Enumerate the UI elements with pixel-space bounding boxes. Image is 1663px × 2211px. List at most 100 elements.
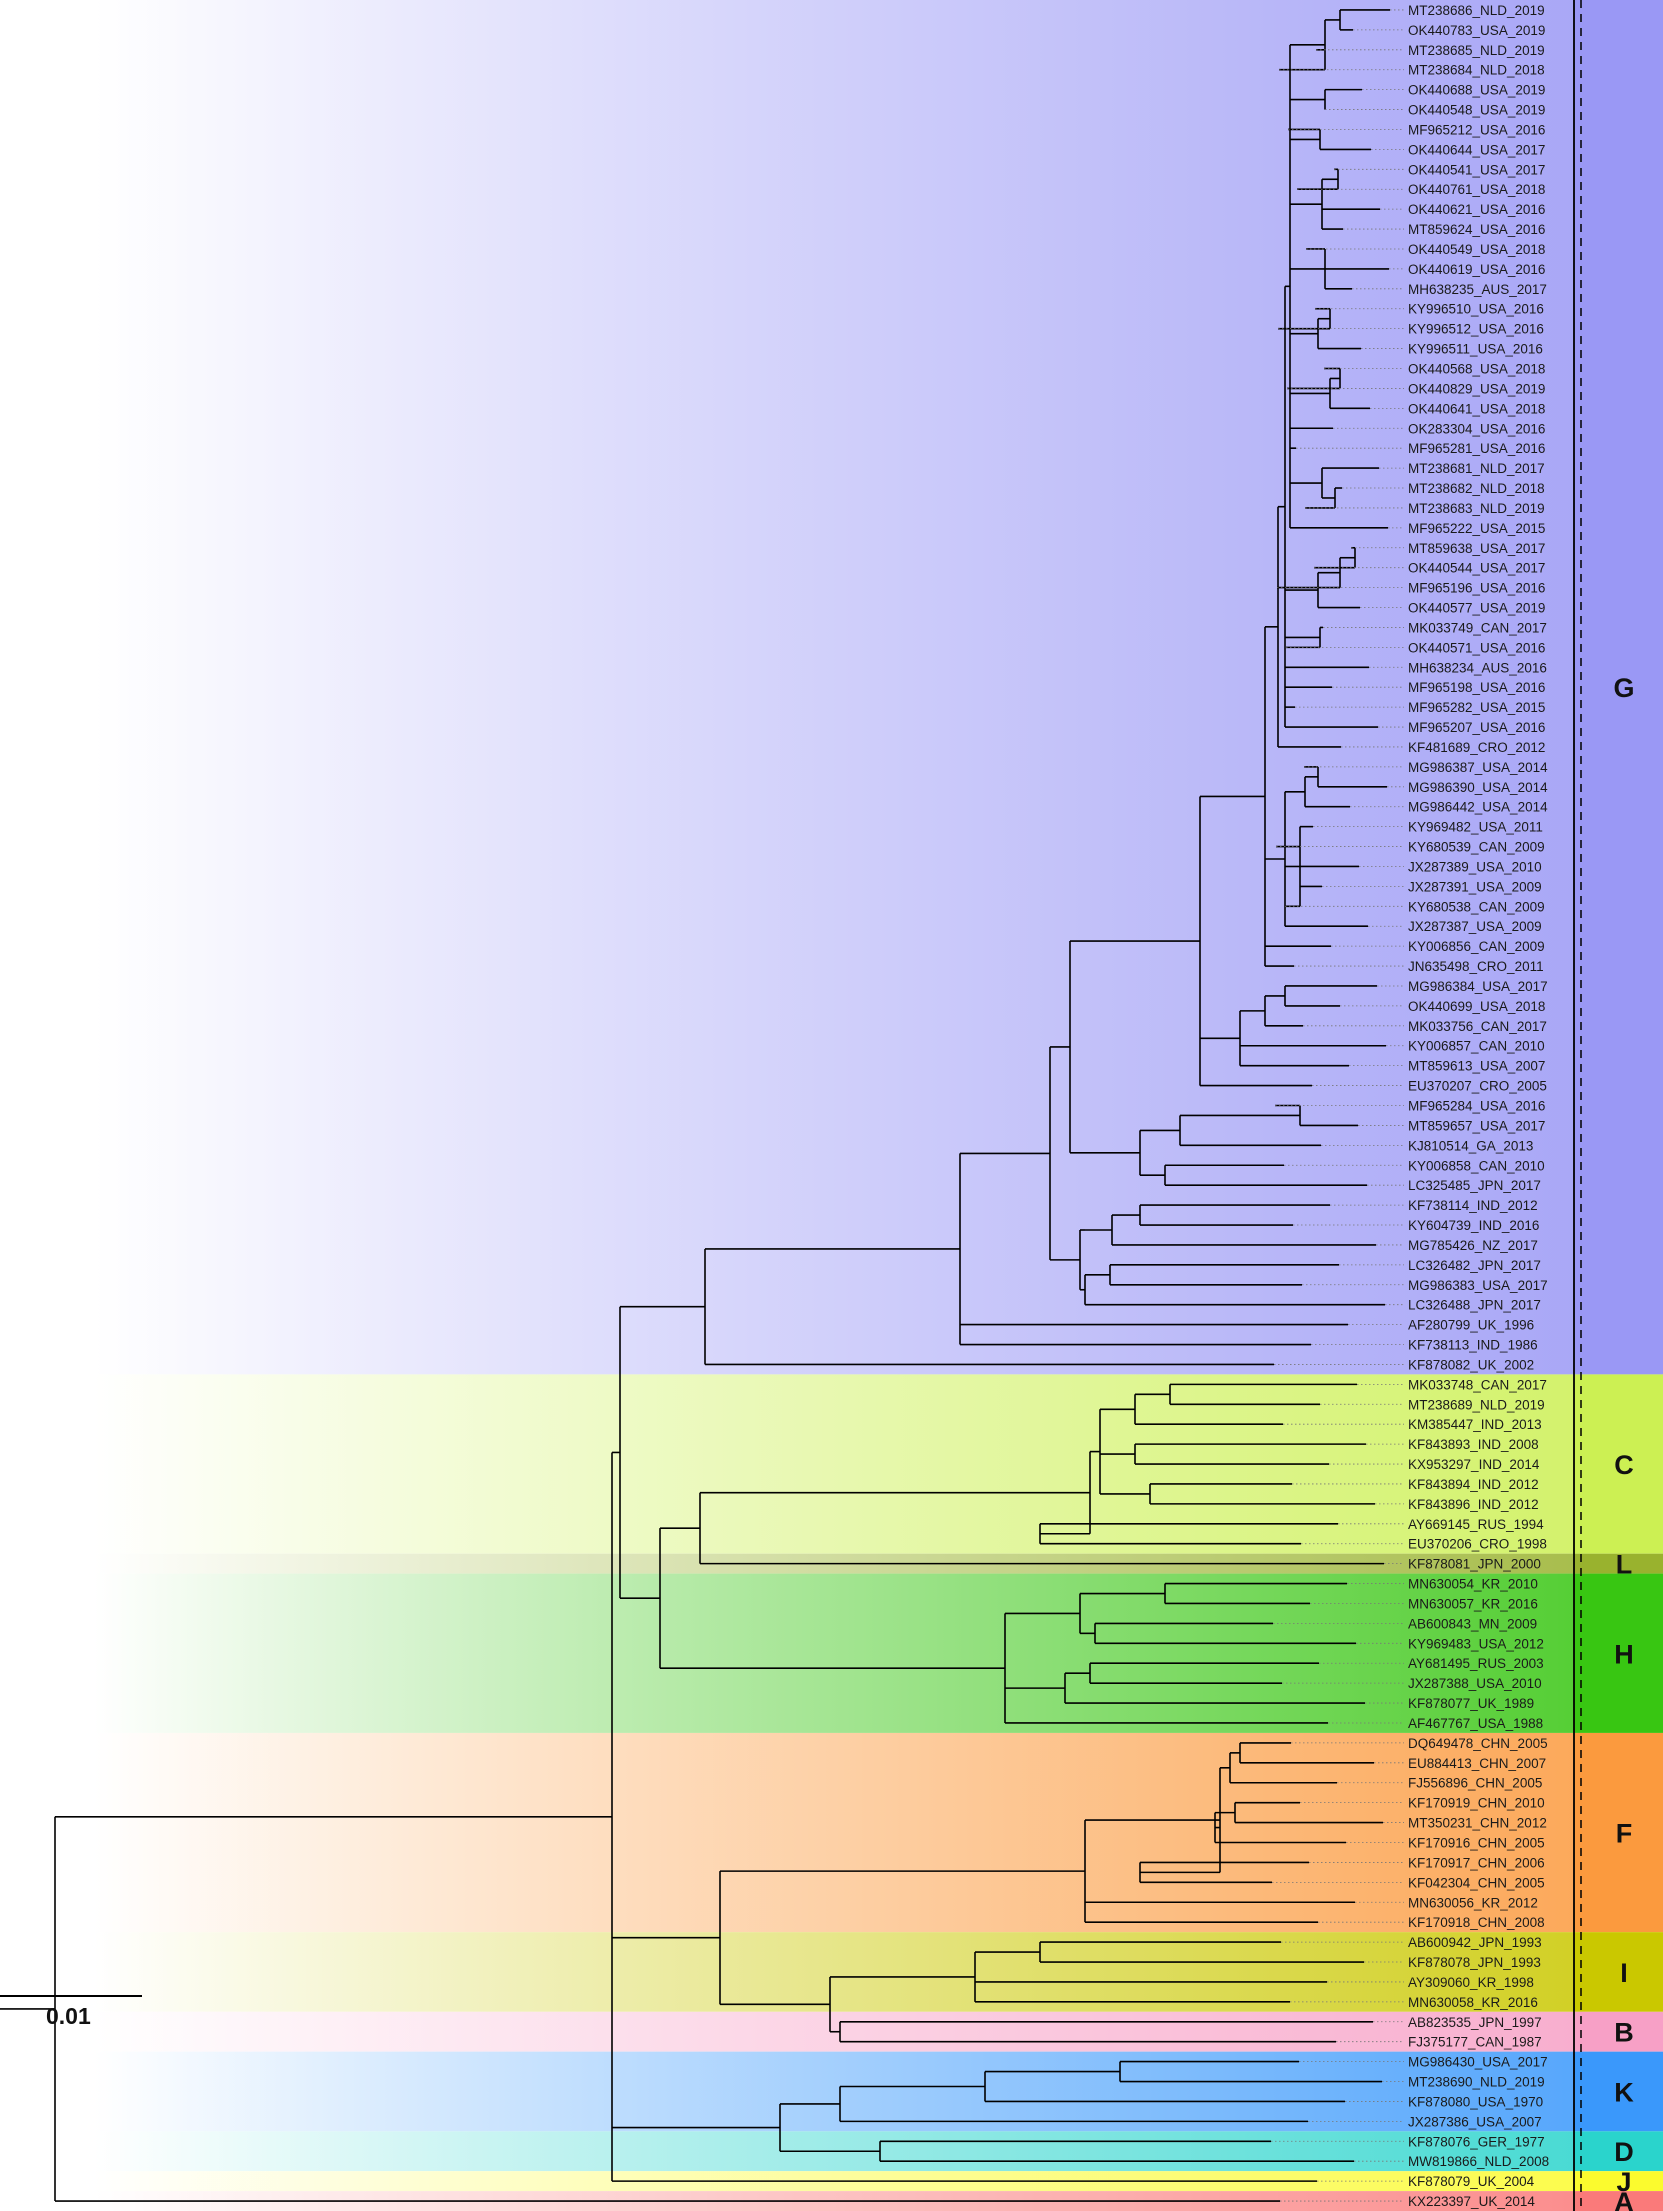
leaf-label: DQ649478_CHN_2005 bbox=[1408, 1736, 1548, 1751]
clade-label-f: F bbox=[1616, 1819, 1633, 1849]
leaf-label: MF965212_USA_2016 bbox=[1408, 122, 1545, 137]
leaf-label: KF170918_CHN_2008 bbox=[1408, 1915, 1545, 1930]
leaf-label: MT859638_USA_2017 bbox=[1408, 541, 1545, 556]
leaf-label: MF965207_USA_2016 bbox=[1408, 720, 1545, 735]
leaf-label: LC325485_JPN_2017 bbox=[1408, 1178, 1541, 1193]
leaf-label: KF878082_UK_2002 bbox=[1408, 1357, 1534, 1372]
leaf-label: KF843896_IND_2012 bbox=[1408, 1497, 1539, 1512]
leaf-label: KF170916_CHN_2005 bbox=[1408, 1836, 1545, 1851]
leaf-label: KY006857_CAN_2010 bbox=[1408, 1039, 1545, 1054]
leaf-label: LC326488_JPN_2017 bbox=[1408, 1298, 1541, 1313]
leaf-label: KY969482_USA_2011 bbox=[1408, 820, 1543, 835]
leaf-label: FJ375177_CAN_1987 bbox=[1408, 2035, 1542, 2050]
leaf-label: MF965222_USA_2015 bbox=[1408, 521, 1545, 536]
clade-label-d: D bbox=[1614, 2137, 1634, 2167]
leaf-guides bbox=[1271, 9, 1404, 2202]
clade-strip-f bbox=[1574, 1732, 1663, 1933]
leaf-label: OK440644_USA_2017 bbox=[1408, 142, 1545, 157]
leaf-label: EU370207_CRO_2005 bbox=[1408, 1079, 1547, 1094]
clade-label-j: J bbox=[1616, 2167, 1631, 2197]
leaf-label: KF843893_IND_2008 bbox=[1408, 1437, 1539, 1452]
leaf-label: MW819866_NLD_2008 bbox=[1408, 2154, 1549, 2169]
tree-branches bbox=[0, 9, 1390, 2202]
leaf-label: KY996511_USA_2016 bbox=[1408, 342, 1543, 357]
clade-band-k bbox=[0, 2051, 1574, 2132]
leaf-label: OK440621_USA_2016 bbox=[1408, 202, 1545, 217]
leaf-label: AB600843_MN_2009 bbox=[1408, 1616, 1537, 1631]
leaf-label: KY680538_CAN_2009 bbox=[1408, 899, 1545, 914]
leaf-label: MT238685_NLD_2019 bbox=[1408, 43, 1545, 58]
leaf-label: MT859624_USA_2016 bbox=[1408, 222, 1545, 237]
clade-strip-h bbox=[1574, 1573, 1663, 1733]
leaf-label: OK440783_USA_2019 bbox=[1408, 23, 1545, 38]
clade-label-g: G bbox=[1613, 673, 1634, 703]
leaf-label: KF878079_UK_2004 bbox=[1408, 2174, 1535, 2189]
leaf-label: MH638235_AUS_2017 bbox=[1408, 282, 1547, 297]
clade-band-i bbox=[0, 1932, 1574, 2012]
leaf-label: OK440544_USA_2017 bbox=[1408, 561, 1545, 576]
leaf-label: MG986387_USA_2014 bbox=[1408, 760, 1548, 775]
leaf-label: KF878076_GER_1977 bbox=[1408, 2134, 1545, 2149]
leaf-label: JX287389_USA_2010 bbox=[1408, 859, 1542, 874]
leaf-label: MT238689_NLD_2019 bbox=[1408, 1397, 1545, 1412]
leaf-label: AB823535_JPN_1997 bbox=[1408, 2015, 1542, 2030]
leaf-label: MG986383_USA_2017 bbox=[1408, 1278, 1548, 1293]
leaf-label: MG986384_USA_2017 bbox=[1408, 979, 1548, 994]
leaf-label: MF965284_USA_2016 bbox=[1408, 1099, 1545, 1114]
leaf-label: OK283304_USA_2016 bbox=[1408, 421, 1545, 436]
leaf-label: KF878081_JPN_2000 bbox=[1408, 1557, 1541, 1572]
scale-bar-label: 0.01 bbox=[46, 2003, 91, 2029]
leaf-label: MN630054_KR_2010 bbox=[1408, 1577, 1538, 1592]
leaf-label: MF965198_USA_2016 bbox=[1408, 680, 1545, 695]
scale-bar: 0.01 bbox=[0, 1995, 142, 2029]
leaf-label: AF467767_USA_1988 bbox=[1408, 1716, 1543, 1731]
leaf-label: OK440641_USA_2018 bbox=[1408, 401, 1545, 416]
leaf-label: MT238683_NLD_2019 bbox=[1408, 501, 1545, 516]
leaf-label: OK440571_USA_2016 bbox=[1408, 640, 1545, 655]
clade-strip-g bbox=[1574, 0, 1663, 1375]
leaf-label: KF170917_CHN_2006 bbox=[1408, 1855, 1545, 1870]
leaf-label: MT238684_NLD_2018 bbox=[1408, 63, 1545, 78]
clade-strip-c bbox=[1574, 1374, 1663, 1554]
leaf-label: MF965281_USA_2016 bbox=[1408, 441, 1545, 456]
leaf-label: AY669145_RUS_1994 bbox=[1408, 1517, 1544, 1532]
leaf-label: FJ556896_CHN_2005 bbox=[1408, 1776, 1542, 1791]
leaf-label: MN630058_KR_2016 bbox=[1408, 1995, 1538, 2010]
leaf-label: AF280799_UK_1996 bbox=[1408, 1318, 1534, 1333]
clade-band-g bbox=[0, 0, 1574, 1375]
clade-strip-d bbox=[1574, 2131, 1663, 2172]
leaf-label: JN635498_CRO_2011 bbox=[1408, 959, 1544, 974]
clade-strip-j bbox=[1574, 2171, 1663, 2192]
leaf-label: MT238681_NLD_2017 bbox=[1408, 461, 1545, 476]
leaf-label: MT859657_USA_2017 bbox=[1408, 1118, 1545, 1133]
clade-label-c: C bbox=[1614, 1450, 1634, 1480]
leaf-label: OK440829_USA_2019 bbox=[1408, 381, 1545, 396]
leaf-label: KX223397_UK_2014 bbox=[1408, 2194, 1535, 2209]
leaf-label: KF170919_CHN_2010 bbox=[1408, 1796, 1545, 1811]
leaf-label: MN630057_KR_2016 bbox=[1408, 1596, 1538, 1611]
leaf-label: KF738114_IND_2012 bbox=[1408, 1198, 1538, 1213]
leaf-label: MF965196_USA_2016 bbox=[1408, 581, 1545, 596]
leaf-label: OK440619_USA_2016 bbox=[1408, 262, 1545, 277]
leaf-label: MK033749_CAN_2017 bbox=[1408, 620, 1547, 635]
leaf-label: KF843894_IND_2012 bbox=[1408, 1477, 1539, 1492]
leaf-label: KY996510_USA_2016 bbox=[1408, 302, 1544, 317]
leaf-label: MT350231_CHN_2012 bbox=[1408, 1816, 1547, 1831]
leaf-label: KX953297_IND_2014 bbox=[1408, 1457, 1540, 1472]
clade-strip-a bbox=[1574, 2191, 1663, 2211]
clade-label-l: L bbox=[1616, 1550, 1633, 1580]
leaf-label: MK033756_CAN_2017 bbox=[1408, 1019, 1547, 1034]
leaf-label: KY604739_IND_2016 bbox=[1408, 1218, 1539, 1233]
leaf-label: OK440761_USA_2018 bbox=[1408, 182, 1545, 197]
clade-label-k: K bbox=[1614, 2077, 1634, 2107]
leaf-label: EU370206_CRO_1998 bbox=[1408, 1537, 1547, 1552]
leaf-label: OK440549_USA_2018 bbox=[1408, 242, 1545, 257]
leaf-label: KF042304_CHN_2005 bbox=[1408, 1875, 1545, 1890]
clade-label-i: I bbox=[1620, 1958, 1628, 1988]
leaf-label: KY006858_CAN_2010 bbox=[1408, 1158, 1545, 1173]
leaf-label: MG986442_USA_2014 bbox=[1408, 800, 1548, 815]
leaf-label: MT238682_NLD_2018 bbox=[1408, 481, 1545, 496]
leaf-label: OK440577_USA_2019 bbox=[1408, 601, 1545, 616]
leaf-label: AY309060_KR_1998 bbox=[1408, 1975, 1534, 1990]
